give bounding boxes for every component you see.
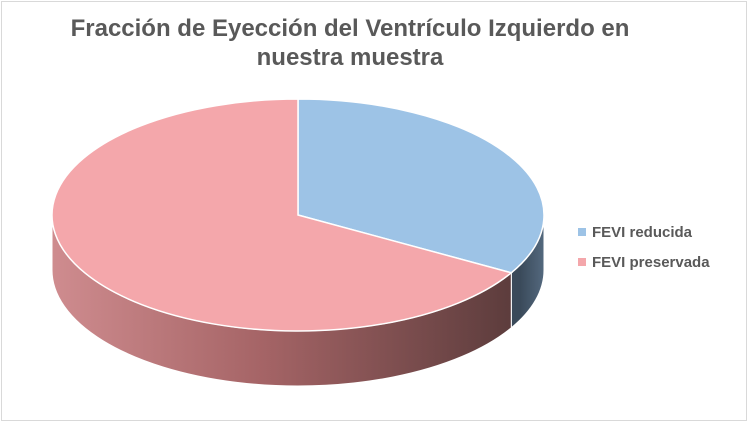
legend-swatch-fevi-reducida [578,228,586,236]
chart-title-line-1: Fracción de Eyección del Ventrículo Izqu… [70,15,630,42]
legend-item-fevi-preservada: FEVI preservada [578,252,710,272]
legend-item-fevi-reducida: FEVI reducida [578,222,710,242]
legend-label-fevi-reducida: FEVI reducida [592,223,693,241]
legend-swatch-fevi-preservada [578,258,586,266]
chart-title-line-2: nuestra muestra [256,44,444,71]
legend: FEVI reducida FEVI preservada [578,222,710,282]
legend-label-fevi-preservada: FEVI preservada [592,253,710,271]
pie-slice-fevi-reducida [297,98,545,274]
chart-title: Fracción de Eyección del Ventrículo Izqu… [60,14,640,72]
pie-slice-fevi-preservada [51,98,513,332]
